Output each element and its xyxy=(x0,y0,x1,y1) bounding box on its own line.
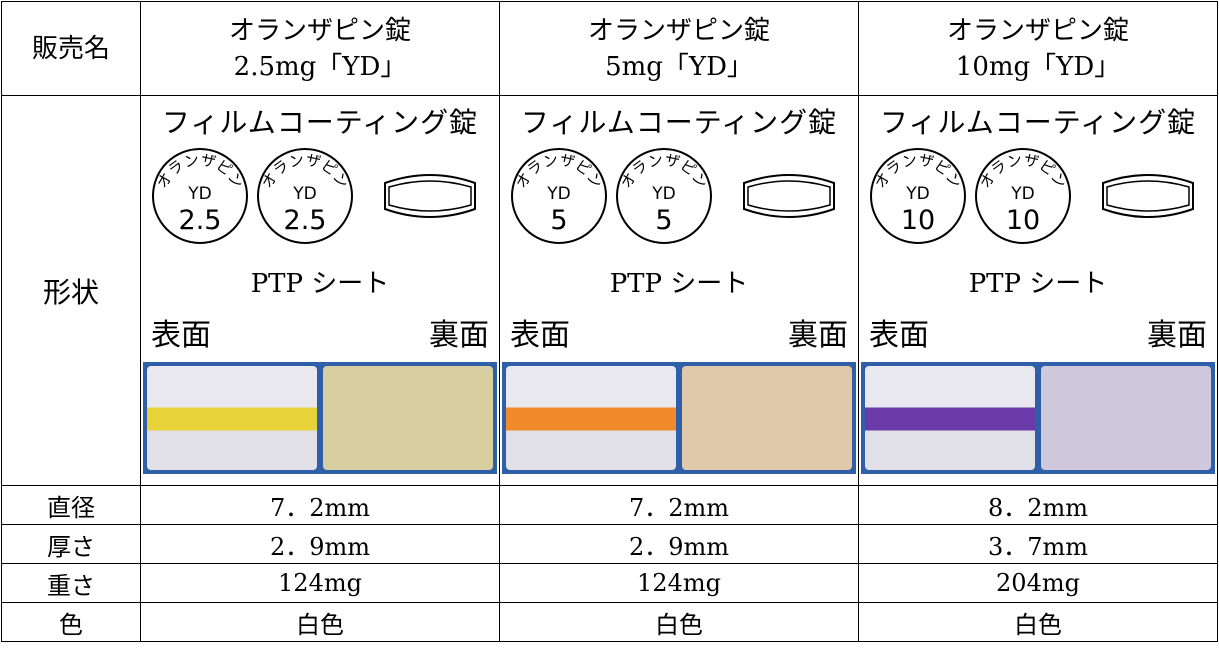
ptp-back xyxy=(1041,366,1211,470)
imprint-strength: 2.5 xyxy=(284,205,327,236)
tablet-outline xyxy=(616,148,712,244)
data-cell: 124mg xyxy=(499,563,859,603)
tablet-side xyxy=(1102,174,1194,218)
ptp-front xyxy=(865,366,1035,470)
ptp-front xyxy=(147,366,317,470)
data-cell: 2．9mm xyxy=(140,524,500,564)
row-label: 色 xyxy=(1,602,141,642)
product-strength: 2.5mg「YD」 xyxy=(233,51,407,82)
data-row: 重さ 124mg 124mg 204mg xyxy=(1,563,1218,603)
row-label: 厚さ xyxy=(1,524,141,564)
ptp-back xyxy=(323,366,493,470)
row-label: 販売名 xyxy=(1,1,141,96)
package-type: PTP シート xyxy=(968,269,1108,299)
front-label: 表面 xyxy=(151,318,211,353)
row-label: 直径 xyxy=(1,485,141,525)
row-label: 重さ xyxy=(1,563,141,603)
tablet-side-band xyxy=(747,180,831,212)
tablet-outline xyxy=(257,148,353,244)
shape-row: 形状 フィルムコーティング錠 オランザピン YD 2.5 オランザピン YD 2.5 PTP シ… xyxy=(1,95,1218,486)
coating-type: フィルムコーティング錠 xyxy=(161,106,479,139)
package-sides: 表面 裏面 xyxy=(859,310,1217,354)
product-name: オランザピン錠 xyxy=(946,15,1129,46)
ptp-back xyxy=(682,366,852,470)
imprint-strength: 10 xyxy=(901,205,935,236)
imprint-strength: 5 xyxy=(550,205,567,236)
tablet-outline xyxy=(870,148,966,244)
imprint-code: YD xyxy=(651,184,675,204)
coating-type: フィルムコーティング錠 xyxy=(879,106,1197,139)
tablet-outline xyxy=(152,148,248,244)
package-sides: 表面 裏面 xyxy=(141,310,499,354)
front-label: 表面 xyxy=(510,318,570,353)
row-label: 形状 xyxy=(1,95,141,486)
back-label: 裏面 xyxy=(429,318,489,353)
shape-cell: フィルムコーティング錠 オランザピン YD 5 オランザピン YD 5 PTP シート 表面 裏面 xyxy=(499,95,859,486)
data-cell: 124mg xyxy=(140,563,500,603)
ptp-front xyxy=(506,366,676,470)
imprint-strength: 10 xyxy=(1006,205,1040,236)
coating-type: フィルムコーティング錠 xyxy=(520,106,838,139)
tablet-outline xyxy=(511,148,607,244)
data-cell: 3．7mm xyxy=(858,524,1218,564)
back-label: 裏面 xyxy=(788,318,848,353)
product-strength: 10mg「YD」 xyxy=(955,51,1121,82)
tablet-side xyxy=(743,174,835,218)
product-cell: オランザピン錠 2.5mg「YD」 xyxy=(140,1,500,96)
ptp-photo xyxy=(143,362,497,474)
imprint-strength: 2.5 xyxy=(179,205,222,236)
data-cell: 204mg xyxy=(858,563,1218,603)
product-cell: オランザピン錠 10mg「YD」 xyxy=(858,1,1218,96)
data-cell: 7．2mm xyxy=(499,485,859,525)
back-label: 裏面 xyxy=(1147,318,1207,353)
package-type: PTP シート xyxy=(609,269,749,299)
imprint-strength: 5 xyxy=(655,205,672,236)
package-sides: 表面 裏面 xyxy=(500,310,858,354)
ptp-photo xyxy=(502,362,856,474)
tablet-side-band xyxy=(1106,180,1190,212)
data-cell: 2．9mm xyxy=(499,524,859,564)
tablet-side-band xyxy=(388,180,472,212)
product-name: オランザピン錠 xyxy=(587,15,770,46)
tablet-side xyxy=(384,174,476,218)
data-cell: 8．2mm xyxy=(858,485,1218,525)
package-type: PTP シート xyxy=(250,269,390,299)
data-row: 色白色 白色 白色 xyxy=(1,602,1218,642)
data-cell: 白色 xyxy=(499,602,859,642)
tablet-outline xyxy=(975,148,1071,244)
imprint-code: YD xyxy=(905,184,929,204)
product-cell: オランザピン錠 5mg「YD」 xyxy=(499,1,859,96)
imprint-code: YD xyxy=(187,184,211,204)
shape-cell: フィルムコーティング錠 オランザピン YD 10 オランザピン YD 10 PTP シート 表面… xyxy=(858,95,1218,486)
data-cell: 白色 xyxy=(858,602,1218,642)
imprint-code: YD xyxy=(1010,184,1034,204)
imprint-code: YD xyxy=(546,184,570,204)
data-row: 厚さ 2．9mm 2．9mm 3．7mm xyxy=(1,524,1218,564)
product-strength: 5mg「YD」 xyxy=(605,51,753,82)
header-row: 販売名 オランザピン錠 2.5mg「YD」 オランザピン錠 5mg「YD」 オランザピン錠… xyxy=(1,1,1218,96)
front-label: 表面 xyxy=(869,318,929,353)
data-cell: 7．2mm xyxy=(140,485,500,525)
shape-cell: フィルムコーティング錠 オランザピン YD 2.5 オランザピン YD 2.5 PTP シート… xyxy=(140,95,500,486)
data-cell: 白色 xyxy=(140,602,500,642)
data-row: 直径 7．2mm 7．2mm 8．2mm xyxy=(1,485,1218,525)
ptp-photo xyxy=(861,362,1215,474)
product-name: オランザピン錠 xyxy=(228,15,411,46)
imprint-code: YD xyxy=(292,184,316,204)
